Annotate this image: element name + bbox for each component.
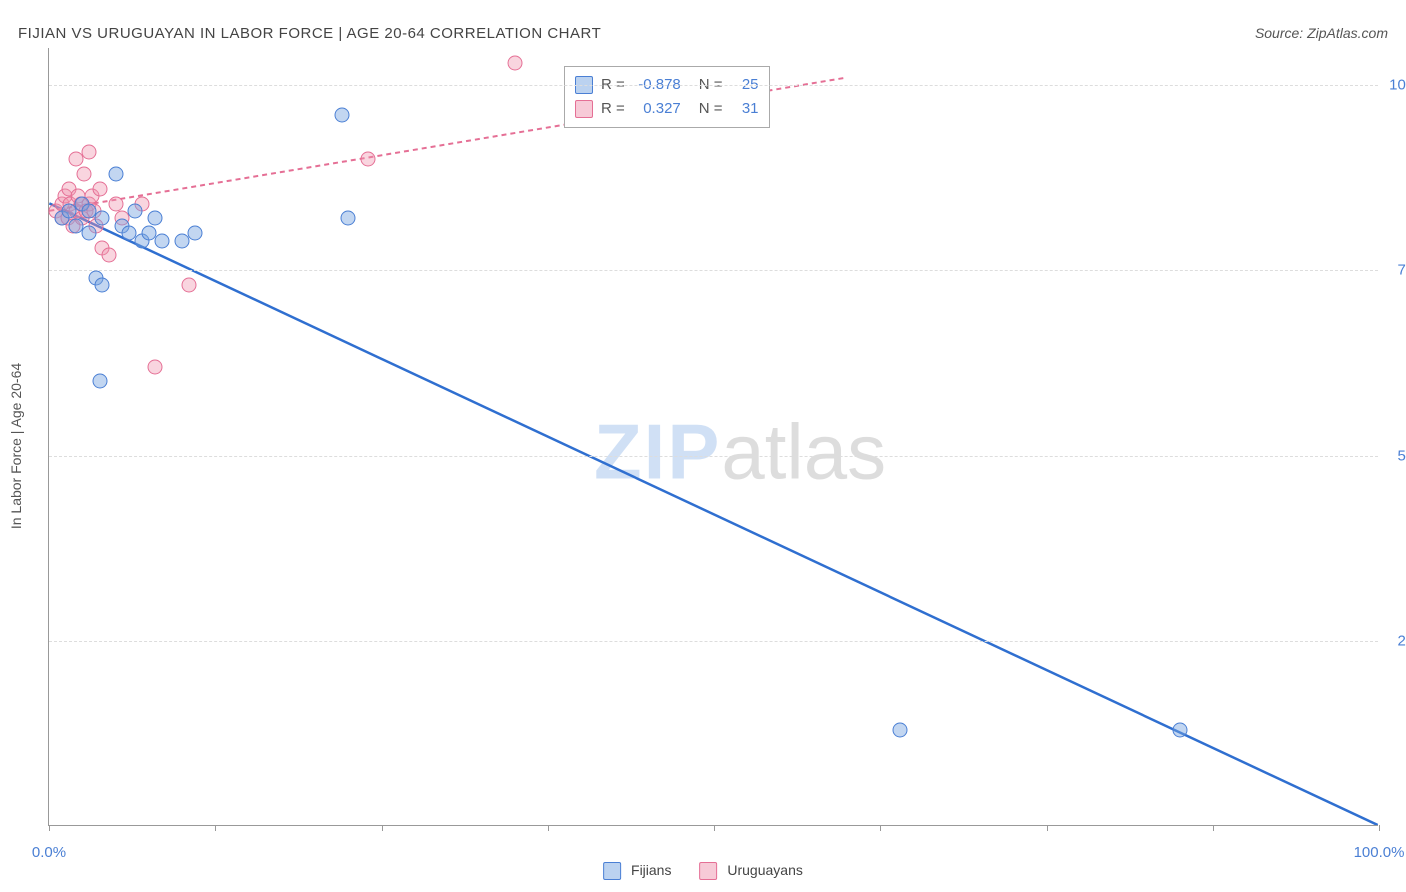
scatter-point-uruguayans [92, 181, 107, 196]
corr-swatch [575, 100, 593, 118]
corr-R-label: R = [601, 97, 625, 121]
chart-plot-area: ZIPatlas R =-0.878N =25R =0.327N =31 25.… [48, 48, 1378, 826]
scatter-point-fijians [1172, 722, 1187, 737]
legend-item-fijians: Fijians [603, 862, 671, 880]
legend-item-uruguayans: Uruguayans [699, 862, 802, 880]
scatter-point-fijians [155, 233, 170, 248]
x-tick [1379, 825, 1380, 831]
x-tick-label: 100.0% [1354, 844, 1405, 861]
gridline-h [49, 456, 1378, 457]
y-tick-label: 75.0% [1384, 262, 1406, 279]
x-tick [215, 825, 216, 831]
corr-N-value: 31 [731, 97, 759, 121]
x-tick [382, 825, 383, 831]
watermark-atlas: atlas [721, 408, 886, 496]
scatter-point-uruguayans [108, 196, 123, 211]
trendlines-svg [49, 48, 1378, 825]
scatter-point-fijians [188, 226, 203, 241]
scatter-point-uruguayans [507, 55, 522, 70]
scatter-point-fijians [92, 374, 107, 389]
x-tick [880, 825, 881, 831]
legend-label-uruguayans: Uruguayans [727, 862, 803, 878]
legend-label-fijians: Fijians [631, 862, 671, 878]
scatter-point-fijians [341, 211, 356, 226]
x-tick [1047, 825, 1048, 831]
scatter-point-fijians [108, 166, 123, 181]
scatter-point-uruguayans [101, 248, 116, 263]
x-tick [548, 825, 549, 831]
y-tick-label: 100.0% [1384, 77, 1406, 94]
x-tick [1213, 825, 1214, 831]
legend-swatch-blue [603, 862, 621, 880]
y-axis-label: In Labor Force | Age 20-64 [8, 363, 24, 529]
corr-N-label: N = [699, 97, 723, 121]
scatter-point-fijians [81, 226, 96, 241]
source-label: Source: ZipAtlas.com [1255, 25, 1388, 41]
scatter-point-fijians [95, 278, 110, 293]
scatter-point-fijians [893, 722, 908, 737]
watermark: ZIPatlas [594, 407, 886, 498]
corr-R-value: 0.327 [633, 97, 681, 121]
gridline-h [49, 85, 1378, 86]
legend-swatch-pink [699, 862, 717, 880]
scatter-point-fijians [128, 204, 143, 219]
correlation-legend: R =-0.878N =25R =0.327N =31 [564, 66, 770, 128]
scatter-point-fijians [95, 211, 110, 226]
gridline-h [49, 270, 1378, 271]
watermark-zip: ZIP [594, 408, 721, 496]
scatter-point-uruguayans [181, 278, 196, 293]
scatter-point-fijians [334, 107, 349, 122]
scatter-point-uruguayans [361, 152, 376, 167]
gridline-h [49, 641, 1378, 642]
y-tick-label: 50.0% [1384, 447, 1406, 464]
page-title: FIJIAN VS URUGUAYAN IN LABOR FORCE | AGE… [18, 25, 601, 42]
y-tick-label: 25.0% [1384, 632, 1406, 649]
scatter-point-uruguayans [81, 144, 96, 159]
x-tick-label: 0.0% [32, 844, 66, 861]
corr-row-uruguayans: R = 0.327 N = 31 [575, 97, 759, 121]
x-tick [714, 825, 715, 831]
scatter-point-uruguayans [76, 166, 91, 181]
legend: Fijians Uruguayans [603, 862, 803, 880]
scatter-point-fijians [148, 211, 163, 226]
scatter-point-uruguayans [148, 359, 163, 374]
x-tick [49, 825, 50, 831]
